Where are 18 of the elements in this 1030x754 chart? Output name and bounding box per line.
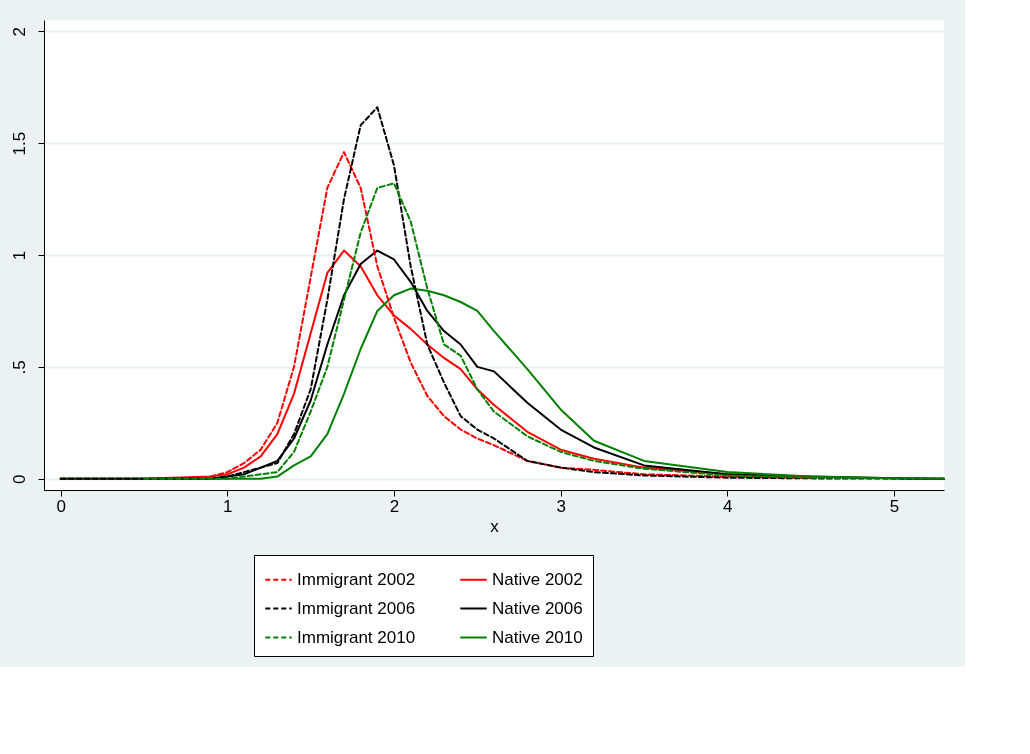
x-tick-label: 0 xyxy=(56,496,66,516)
legend-label: Native 2006 xyxy=(492,598,583,618)
y-tick-label: 1 xyxy=(9,250,29,261)
legend-label: Immigrant 2006 xyxy=(297,598,416,618)
y-tick-label: 2 xyxy=(9,26,29,37)
y-tick-label: 1.5 xyxy=(9,131,29,156)
legend-label: Native 2002 xyxy=(492,569,583,589)
legend-label: Immigrant 2002 xyxy=(297,569,416,589)
y-tick-label: 0 xyxy=(9,474,29,485)
y-tick-label: .5 xyxy=(9,360,29,375)
x-tick-label: 5 xyxy=(889,496,900,516)
legend-label: Native 2010 xyxy=(492,627,583,647)
x-tick-label: 2 xyxy=(389,496,400,516)
x-axis-title: x xyxy=(490,516,500,536)
x-tick-label: 4 xyxy=(723,496,733,516)
legend-label: Immigrant 2010 xyxy=(297,627,416,647)
x-tick-label: 1 xyxy=(223,496,233,516)
x-tick-label: 3 xyxy=(556,496,566,516)
